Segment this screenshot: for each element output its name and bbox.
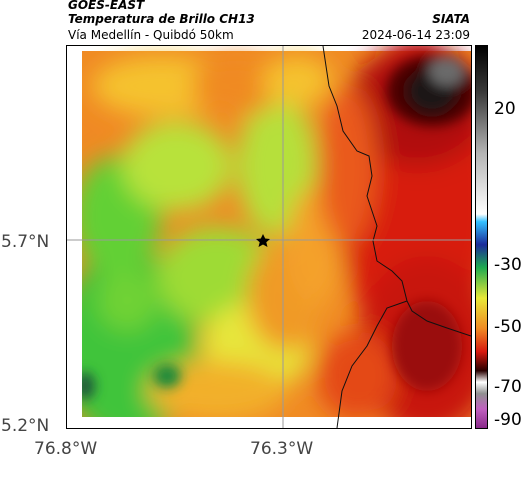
colorbar-gradient [476, 46, 487, 428]
lon-tick-label: 76.3°W [250, 439, 314, 459]
lat-tick-label: 5.7°N [1, 232, 50, 252]
colorbar-tick-label: -30 [494, 255, 522, 275]
coastline [336, 300, 408, 428]
colorbar-tick-label: -90 [494, 410, 522, 430]
satellite-title: GOES-EAST [68, 0, 145, 12]
colorbar [475, 45, 488, 429]
brightness-temperature-map[interactable] [66, 45, 472, 429]
lat-tick-label: 5.2°N [1, 416, 50, 436]
lon-tick-label: 76.8°W [34, 439, 98, 459]
location-star-icon[interactable] [256, 234, 270, 247]
organization-label: SIATA [432, 12, 470, 26]
colorbar-tick-label: 20 [494, 99, 516, 119]
map-canvas [67, 46, 471, 428]
timestamp-label: 2024-06-14 23:09 [361, 28, 470, 42]
department-border [322, 46, 471, 337]
colorbar-tick-label: -50 [494, 317, 522, 337]
region-label: Vía Medellín - Quibdó 50km [68, 28, 234, 42]
product-title: Temperatura de Brillo CH13 [68, 12, 255, 26]
colorbar-tick-label: -70 [494, 377, 522, 397]
